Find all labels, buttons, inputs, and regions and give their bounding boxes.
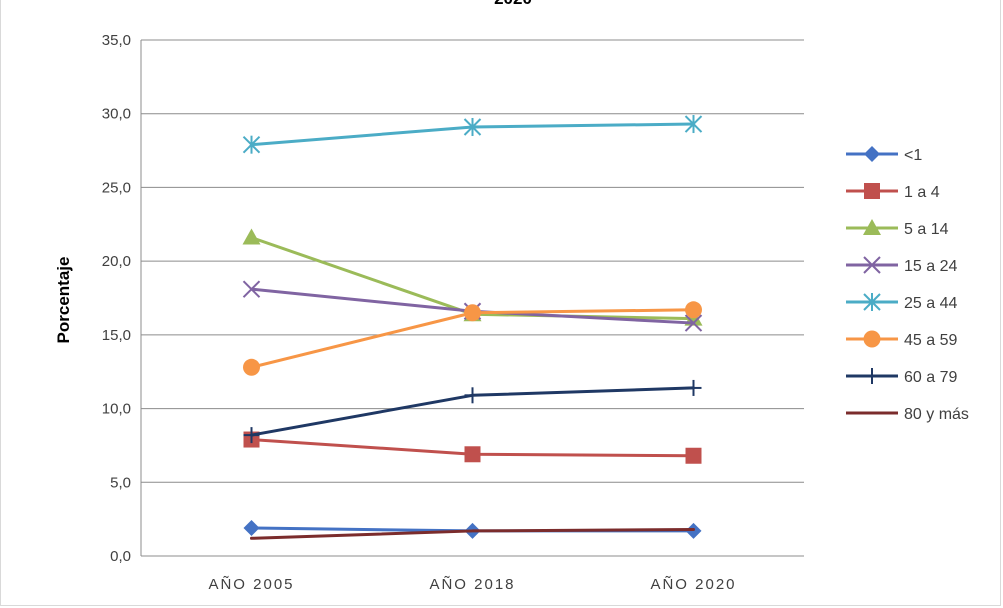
legend-marker xyxy=(864,146,880,162)
series-1 xyxy=(243,431,702,464)
legend-label: 60 a 79 xyxy=(904,369,957,386)
data-point xyxy=(463,117,482,136)
data-point xyxy=(242,135,261,154)
x-tick-label: AÑO 2005 xyxy=(208,576,294,593)
data-point xyxy=(684,314,703,332)
legend: <1 1 a 4 5 a 14 15 a 24 25 a 44 45 a 59 60 a 7… xyxy=(846,146,969,423)
legend-item: 15 a 24 xyxy=(846,256,957,275)
legend-label: 15 a 24 xyxy=(904,258,957,275)
data-point xyxy=(243,358,260,376)
y-tick-label: 5,0 xyxy=(110,474,131,491)
series-7 xyxy=(250,527,695,540)
legend-label: 45 a 59 xyxy=(904,332,957,349)
data-point xyxy=(684,115,703,134)
data-point xyxy=(243,519,260,536)
data-point xyxy=(243,427,260,444)
legend-marker xyxy=(863,256,881,274)
legend-label: 1 a 4 xyxy=(904,184,940,201)
legend-label: 5 a 14 xyxy=(904,221,949,238)
legend-item: 80 y más xyxy=(846,406,969,423)
axes: 0,0 5,0 10,0 15,0 20,0 25,0 30,0 35,0 AÑO 2005 AÑ… xyxy=(102,32,804,593)
y-tick-label: 35,0 xyxy=(102,32,131,49)
series-group xyxy=(242,115,703,540)
legend-marker xyxy=(864,183,880,199)
y-tick-label: 0,0 xyxy=(110,548,131,565)
legend-marker xyxy=(863,293,881,311)
chart-title: 2020 xyxy=(494,0,532,8)
legend-label: 25 a 44 xyxy=(904,295,957,312)
y-tick-label: 30,0 xyxy=(102,106,131,123)
legend-marker xyxy=(863,219,881,235)
y-tick-label: 20,0 xyxy=(102,253,131,270)
data-point xyxy=(464,304,481,322)
legend-marker xyxy=(863,330,881,348)
data-point xyxy=(685,301,702,319)
legend-item: 25 a 44 xyxy=(846,293,957,312)
x-tick-label: AÑO 2020 xyxy=(650,576,736,593)
y-tick-label: 10,0 xyxy=(102,401,131,418)
legend-item: 1 a 4 xyxy=(846,183,940,201)
legend-item: <1 xyxy=(846,146,922,164)
data-point xyxy=(464,446,481,463)
series-line xyxy=(250,527,695,540)
legend-item: 60 a 79 xyxy=(846,368,957,386)
legend-label: <1 xyxy=(904,147,922,164)
series-5 xyxy=(243,301,702,376)
legend-item: 45 a 59 xyxy=(846,330,957,349)
data-point xyxy=(242,280,261,298)
legend-item: 5 a 14 xyxy=(846,219,949,238)
x-tick-label: AÑO 2018 xyxy=(429,576,515,593)
data-point xyxy=(242,228,261,245)
data-point xyxy=(685,379,702,396)
data-point xyxy=(685,447,702,464)
data-point xyxy=(464,387,481,404)
legend-marker xyxy=(864,368,880,384)
y-tick-label: 15,0 xyxy=(102,327,131,344)
y-axis-label: Porcentaje xyxy=(54,257,73,344)
y-tick-label: 25,0 xyxy=(102,179,131,196)
gridlines xyxy=(141,39,804,483)
series-6 xyxy=(243,379,702,444)
series-4 xyxy=(242,115,703,154)
legend-label: 80 y más xyxy=(904,406,969,423)
